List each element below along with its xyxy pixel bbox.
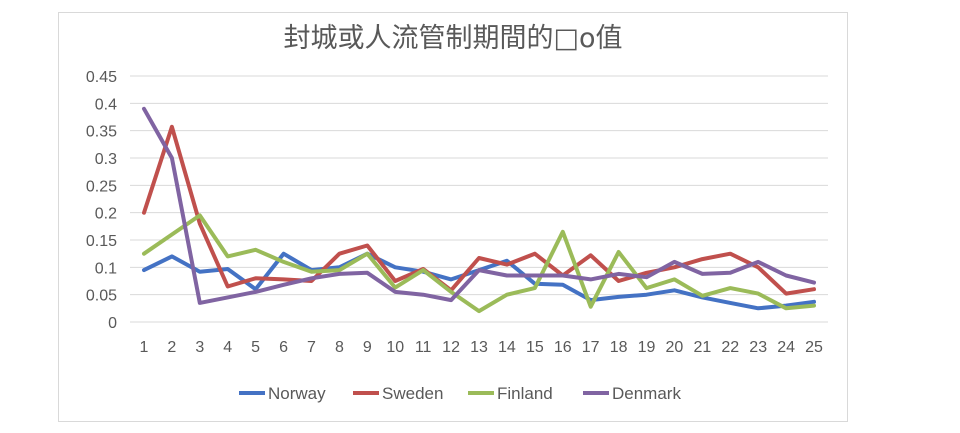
legend: Norway Sweden Finland Denmark bbox=[239, 384, 681, 403]
legend-label: Finland bbox=[497, 384, 553, 403]
x-tick-label: 5 bbox=[251, 339, 260, 356]
x-tick-label: 12 bbox=[442, 339, 460, 356]
x-tick-label: 23 bbox=[749, 339, 767, 356]
y-tick-label: 0.4 bbox=[95, 96, 117, 113]
chart-title: 封城或人流管制期間的□o值 bbox=[283, 23, 623, 54]
x-tick-label: 25 bbox=[805, 339, 823, 356]
x-tick-label: 13 bbox=[470, 339, 488, 356]
x-tick-label: 11 bbox=[415, 339, 432, 356]
y-tick-label: 0.3 bbox=[95, 151, 117, 168]
y-tick-label: 0.45 bbox=[86, 69, 117, 86]
y-tick-label: 0.15 bbox=[86, 233, 117, 250]
series-lines bbox=[142, 106, 816, 314]
series-line-sweden bbox=[142, 124, 816, 296]
y-tick-label: 0 bbox=[108, 315, 117, 332]
x-tick-label: 9 bbox=[363, 339, 372, 356]
x-tick-label: 7 bbox=[307, 339, 316, 356]
x-tick-label: 6 bbox=[279, 339, 288, 356]
x-tick-label: 16 bbox=[554, 339, 572, 356]
gridlines bbox=[130, 75, 828, 323]
x-tick-label: 10 bbox=[386, 339, 404, 356]
x-tick-label: 1 bbox=[140, 339, 149, 356]
y-tick-label: 0.05 bbox=[86, 288, 117, 305]
legend-label: Denmark bbox=[612, 384, 681, 403]
y-tick-label: 0.2 bbox=[95, 206, 117, 223]
x-tick-label: 20 bbox=[666, 339, 684, 356]
y-axis-tick-labels: 0 0.05 0.1 0.15 0.2 0.25 0.3 0.35 0.4 0.45 bbox=[86, 69, 117, 332]
x-tick-label: 2 bbox=[167, 339, 176, 356]
x-tick-label: 15 bbox=[526, 339, 544, 356]
x-tick-label: 19 bbox=[638, 339, 656, 356]
y-tick-label: 0.25 bbox=[86, 178, 117, 195]
legend-label: Sweden bbox=[382, 384, 443, 403]
x-tick-label: 22 bbox=[721, 339, 739, 356]
x-tick-label: 4 bbox=[223, 339, 232, 356]
series-line-finland bbox=[142, 213, 816, 314]
y-tick-label: 0.1 bbox=[95, 260, 117, 277]
x-tick-label: 14 bbox=[498, 339, 516, 356]
chart-area bbox=[58, 12, 848, 422]
series-line-denmark bbox=[142, 106, 816, 305]
x-tick-label: 3 bbox=[195, 339, 204, 356]
y-tick-label: 0.35 bbox=[86, 124, 117, 141]
x-tick-label: 8 bbox=[335, 339, 344, 356]
x-tick-label: 21 bbox=[693, 339, 711, 356]
x-tick-label: 24 bbox=[777, 339, 795, 356]
x-tick-label: 17 bbox=[582, 339, 600, 356]
x-tick-label: 18 bbox=[610, 339, 628, 356]
legend-label: Norway bbox=[268, 384, 326, 403]
x-axis-tick-labels: 1 2 3 4 5 6 7 8 9 10 11 12 13 14 15 16 17 18 19 20 21 22 23 24 2… bbox=[140, 339, 824, 356]
